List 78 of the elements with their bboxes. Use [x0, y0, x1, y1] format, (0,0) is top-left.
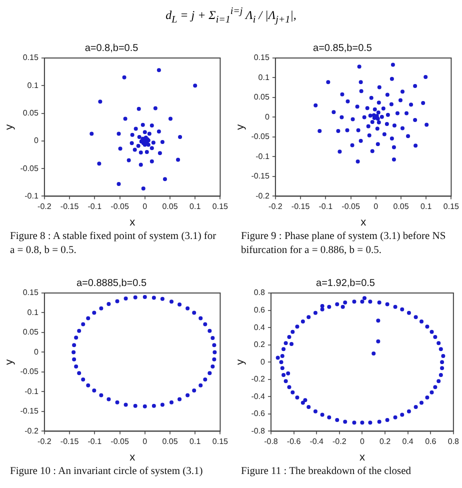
chart-title: a=1.92,b=0.5 — [316, 278, 376, 289]
y-tick-label: -0.1 — [256, 152, 270, 161]
x-tick-label: 0.6 — [425, 437, 437, 446]
y-tick-label: 0.1 — [258, 72, 270, 82]
x-tick-label: 0.8 — [448, 437, 460, 446]
x-tick-label: -0.1 — [88, 437, 102, 446]
caption: Figure 8 : A stable fixed point of system (3.1) for a = 0.8, b = 0.5. — [9, 230, 218, 258]
x-tick-label: 0.15 — [212, 437, 229, 446]
x-tick-label: 0.05 — [162, 202, 178, 212]
x-tick-label: -0.05 — [110, 202, 130, 212]
x-tick-label: 0.05 — [162, 437, 178, 446]
y-axis-title: y — [4, 358, 16, 365]
y-tick-label: 0.6 — [254, 305, 266, 314]
x-axis-title: x — [130, 451, 136, 464]
x-tick-label: 0.1 — [190, 202, 202, 212]
y-tick-label: -0.2 — [256, 191, 270, 200]
y-tick-label: 0.15 — [22, 288, 39, 298]
x-tick-label: -0.2 — [332, 437, 347, 446]
y-tick-label: -0.15 — [251, 172, 270, 181]
y-tick-label: -0.05 — [20, 367, 39, 376]
x-axis-title: x — [359, 451, 366, 464]
x-axis-title: x — [360, 216, 367, 228]
y-tick-label: 0.15 — [254, 53, 270, 62]
y-tick-label: -0.05 — [20, 164, 39, 173]
y-tick-label: 0.1 — [27, 80, 39, 90]
x-tick-label: 0.4 — [402, 437, 414, 446]
chart-title: a=0.8,b=0.5 — [84, 42, 139, 54]
x-tick-label: 0.05 — [393, 202, 410, 212]
y-tick-label: 0 — [264, 112, 270, 122]
x-tick-label: -0.15 — [60, 202, 80, 212]
y-tick-label: -0.15 — [20, 406, 39, 416]
y-tick-label: 0.15 — [22, 53, 39, 62]
x-tick-label: -0.1 — [318, 202, 334, 212]
y-tick-label: -0.05 — [251, 132, 270, 142]
x-tick-label: 0.1 — [190, 437, 202, 446]
x-tick-label: 0.15 — [443, 202, 460, 212]
chart-title: a=0.8885,b=0.5 — [76, 278, 147, 289]
y-tick-label: 0.8 — [254, 288, 266, 298]
x-tick-label: 0.15 — [212, 202, 229, 212]
x-tick-label: 0.2 — [379, 437, 392, 446]
y-tick-label: 0.05 — [254, 92, 270, 102]
x-tick-label: 0 — [374, 202, 379, 212]
x-tick-label: 0.1 — [420, 202, 432, 212]
x-tick-label: 0 — [360, 437, 365, 446]
y-tick-label: -0.4 — [251, 392, 266, 401]
y-tick-label: 0.1 — [27, 308, 39, 317]
y-tick-label: 0.05 — [22, 328, 39, 337]
y-axis-title: y — [4, 124, 16, 130]
x-tick-label: -0.05 — [342, 202, 360, 212]
y-tick-label: -0.2 — [251, 374, 266, 384]
chart-title: a=0.85,b=0.5 — [313, 42, 372, 54]
x-tick-label: -0.05 — [110, 437, 130, 446]
y-axis-title: y — [234, 124, 247, 130]
x-tick-label: 0 — [142, 437, 148, 446]
caption: Figure 10 : An invariant circle of system (3.1) — [9, 465, 204, 479]
x-tick-label: -0.4 — [310, 437, 324, 446]
y-tick-label: -0.1 — [24, 386, 39, 396]
x-tick-label: -0.15 — [291, 202, 310, 212]
caption: Figure 11 : The breakdown of the closed — [240, 465, 412, 479]
x-tick-label: -0.2 — [268, 202, 283, 212]
y-tick-label: 0 — [34, 347, 39, 356]
y-tick-label: 0.4 — [254, 322, 266, 332]
y-tick-label: 0.2 — [254, 340, 266, 350]
y-tick-label: -0.2 — [24, 426, 39, 436]
x-tick-label: 0 — [142, 202, 148, 212]
x-axis-title: x — [130, 216, 136, 228]
x-tick-label: -0.15 — [60, 437, 80, 446]
x-tick-label: -0.6 — [286, 437, 302, 446]
y-tick-label: 0 — [34, 136, 39, 146]
y-tick-label: 0.05 — [22, 108, 39, 118]
caption: Figure 9 : Phase plane of system (3.1) before NS bifurcation for a = 0.886, b = 0.5. — [240, 230, 447, 258]
text: d$_{L}$ = j + Σ$_{i=1}$$^{i=j}$ Λ$_{i}$ / |Λ$_{j+1}$|, — [166, 6, 296, 26]
x-tick-label: -0.1 — [88, 202, 102, 212]
y-tick-label: 0 — [260, 357, 266, 366]
y-axis-title: y — [234, 358, 247, 365]
y-tick-label: -0.1 — [24, 191, 39, 200]
y-tick-label: -0.8 — [251, 426, 266, 436]
y-tick-label: -0.6 — [251, 409, 266, 418]
